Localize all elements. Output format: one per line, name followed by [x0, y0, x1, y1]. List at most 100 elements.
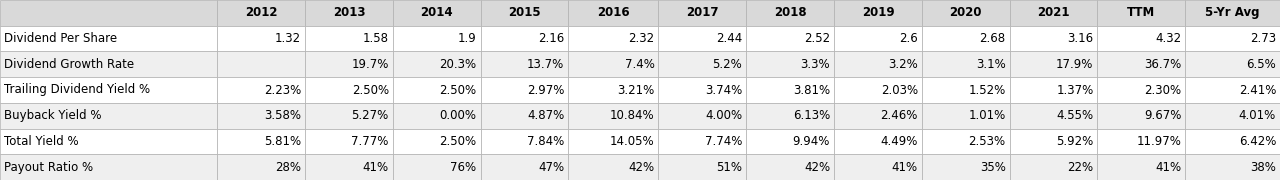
Bar — [658, 0, 746, 26]
Text: 41%: 41% — [892, 161, 918, 174]
Text: 5.27%: 5.27% — [352, 109, 389, 122]
Bar — [835, 26, 922, 51]
Bar — [835, 129, 922, 154]
Bar — [218, 103, 305, 129]
Text: 2.68: 2.68 — [979, 32, 1006, 45]
Bar — [568, 77, 658, 103]
Bar — [480, 77, 568, 103]
Bar — [0, 0, 218, 26]
Text: Payout Ratio %: Payout Ratio % — [4, 161, 93, 174]
Text: 2.97%: 2.97% — [527, 84, 564, 96]
Text: 42%: 42% — [804, 161, 829, 174]
Bar — [393, 26, 480, 51]
Bar — [305, 129, 393, 154]
Bar — [746, 103, 835, 129]
Text: 2017: 2017 — [686, 6, 718, 19]
Text: 28%: 28% — [275, 161, 301, 174]
Bar — [1185, 0, 1280, 26]
Bar — [1097, 154, 1185, 180]
Bar — [1185, 129, 1280, 154]
Text: 3.16: 3.16 — [1068, 32, 1093, 45]
Bar — [835, 77, 922, 103]
Text: 2.23%: 2.23% — [264, 84, 301, 96]
Bar — [1010, 0, 1097, 26]
Text: 2.41%: 2.41% — [1239, 84, 1276, 96]
Text: 41%: 41% — [1155, 161, 1181, 174]
Bar — [1010, 77, 1097, 103]
Bar — [568, 129, 658, 154]
Text: 2.03%: 2.03% — [881, 84, 918, 96]
Bar — [1185, 77, 1280, 103]
Text: 4.32: 4.32 — [1155, 32, 1181, 45]
Bar — [218, 26, 305, 51]
Text: 1.01%: 1.01% — [969, 109, 1006, 122]
Bar — [393, 103, 480, 129]
Bar — [393, 129, 480, 154]
Bar — [746, 26, 835, 51]
Text: 3.3%: 3.3% — [800, 58, 829, 71]
Text: 4.00%: 4.00% — [705, 109, 742, 122]
Bar — [1185, 26, 1280, 51]
Text: 5-Yr Avg: 5-Yr Avg — [1206, 6, 1260, 19]
Text: 0.00%: 0.00% — [439, 109, 476, 122]
Bar — [218, 51, 305, 77]
Bar — [746, 154, 835, 180]
Text: 47%: 47% — [539, 161, 564, 174]
Bar — [658, 26, 746, 51]
Text: 4.55%: 4.55% — [1056, 109, 1093, 122]
Text: 6.42%: 6.42% — [1239, 135, 1276, 148]
Text: 2012: 2012 — [244, 6, 278, 19]
Bar — [568, 51, 658, 77]
Bar — [1010, 129, 1097, 154]
Bar — [1185, 103, 1280, 129]
Text: 3.21%: 3.21% — [617, 84, 654, 96]
Bar — [746, 0, 835, 26]
Text: Dividend Per Share: Dividend Per Share — [4, 32, 118, 45]
Bar — [480, 129, 568, 154]
Bar — [746, 77, 835, 103]
Bar — [658, 129, 746, 154]
Text: 2.50%: 2.50% — [352, 84, 389, 96]
Bar — [746, 129, 835, 154]
Text: 7.84%: 7.84% — [527, 135, 564, 148]
Text: 6.5%: 6.5% — [1247, 58, 1276, 71]
Text: 20.3%: 20.3% — [439, 58, 476, 71]
Text: 3.81%: 3.81% — [792, 84, 829, 96]
Bar — [922, 103, 1010, 129]
Bar — [480, 26, 568, 51]
Text: 14.05%: 14.05% — [609, 135, 654, 148]
Text: 19.7%: 19.7% — [352, 58, 389, 71]
Text: 1.32: 1.32 — [275, 32, 301, 45]
Text: Trailing Dividend Yield %: Trailing Dividend Yield % — [4, 84, 150, 96]
Text: 3.2%: 3.2% — [888, 58, 918, 71]
Bar — [480, 51, 568, 77]
Bar — [0, 129, 218, 154]
Text: 2.16: 2.16 — [538, 32, 564, 45]
Text: 7.4%: 7.4% — [625, 58, 654, 71]
Text: 9.94%: 9.94% — [792, 135, 829, 148]
Text: 17.9%: 17.9% — [1056, 58, 1093, 71]
Text: 76%: 76% — [451, 161, 476, 174]
Text: 5.81%: 5.81% — [264, 135, 301, 148]
Bar — [393, 77, 480, 103]
Bar — [658, 154, 746, 180]
Text: 2.73: 2.73 — [1249, 32, 1276, 45]
Bar — [305, 26, 393, 51]
Text: 11.97%: 11.97% — [1137, 135, 1181, 148]
Text: Dividend Growth Rate: Dividend Growth Rate — [4, 58, 134, 71]
Text: 35%: 35% — [979, 161, 1006, 174]
Bar — [480, 0, 568, 26]
Text: 2.6: 2.6 — [899, 32, 918, 45]
Bar — [835, 0, 922, 26]
Text: 7.74%: 7.74% — [705, 135, 742, 148]
Text: 2020: 2020 — [950, 6, 982, 19]
Text: 2.53%: 2.53% — [969, 135, 1006, 148]
Bar — [393, 154, 480, 180]
Text: 1.37%: 1.37% — [1056, 84, 1093, 96]
Bar — [1097, 0, 1185, 26]
Bar — [305, 77, 393, 103]
Bar — [218, 129, 305, 154]
Bar — [305, 0, 393, 26]
Bar — [568, 0, 658, 26]
Bar — [922, 0, 1010, 26]
